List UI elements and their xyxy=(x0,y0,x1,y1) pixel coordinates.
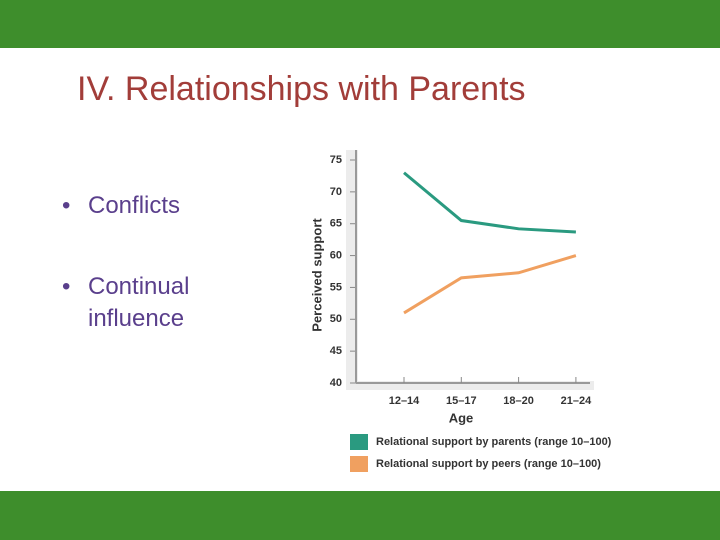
plot-area xyxy=(358,150,596,381)
bullet-text: Continual influence xyxy=(88,273,190,332)
x-axis-label: Age xyxy=(449,410,474,425)
bullet: • Continual influence xyxy=(62,271,262,335)
x-tick-label: 15–17 xyxy=(446,395,477,407)
series-line xyxy=(403,171,576,234)
legend-swatch xyxy=(350,456,368,472)
top-bar xyxy=(0,0,720,48)
y-axis-label: Perceived support xyxy=(309,218,324,332)
y-tick-label: 45 xyxy=(330,345,342,357)
x-tick-label: 18–20 xyxy=(503,395,534,407)
bullet-text: Conflicts xyxy=(88,192,181,219)
bottom-bar xyxy=(0,491,720,540)
legend-label: Relational support by peers (range 10–10… xyxy=(376,458,601,470)
y-tick-label: 65 xyxy=(330,218,342,230)
y-tick-label: 60 xyxy=(330,249,342,261)
y-tick-label: 40 xyxy=(330,377,342,389)
x-tick-label: 21–24 xyxy=(561,395,592,407)
x-tick-label: 12–14 xyxy=(389,395,420,407)
bullet: • Conflicts xyxy=(62,190,262,222)
y-tick-label: 50 xyxy=(330,313,342,325)
y-tick-label: 70 xyxy=(330,186,342,198)
legend-label: Relational support by parents (range 10–… xyxy=(376,436,612,448)
series-line xyxy=(403,254,577,315)
slide-title: IV. Relationships with Parents xyxy=(77,70,526,108)
y-tick-label: 75 xyxy=(330,154,342,166)
y-tick-label: 55 xyxy=(330,281,342,293)
legend-swatch xyxy=(350,434,368,450)
